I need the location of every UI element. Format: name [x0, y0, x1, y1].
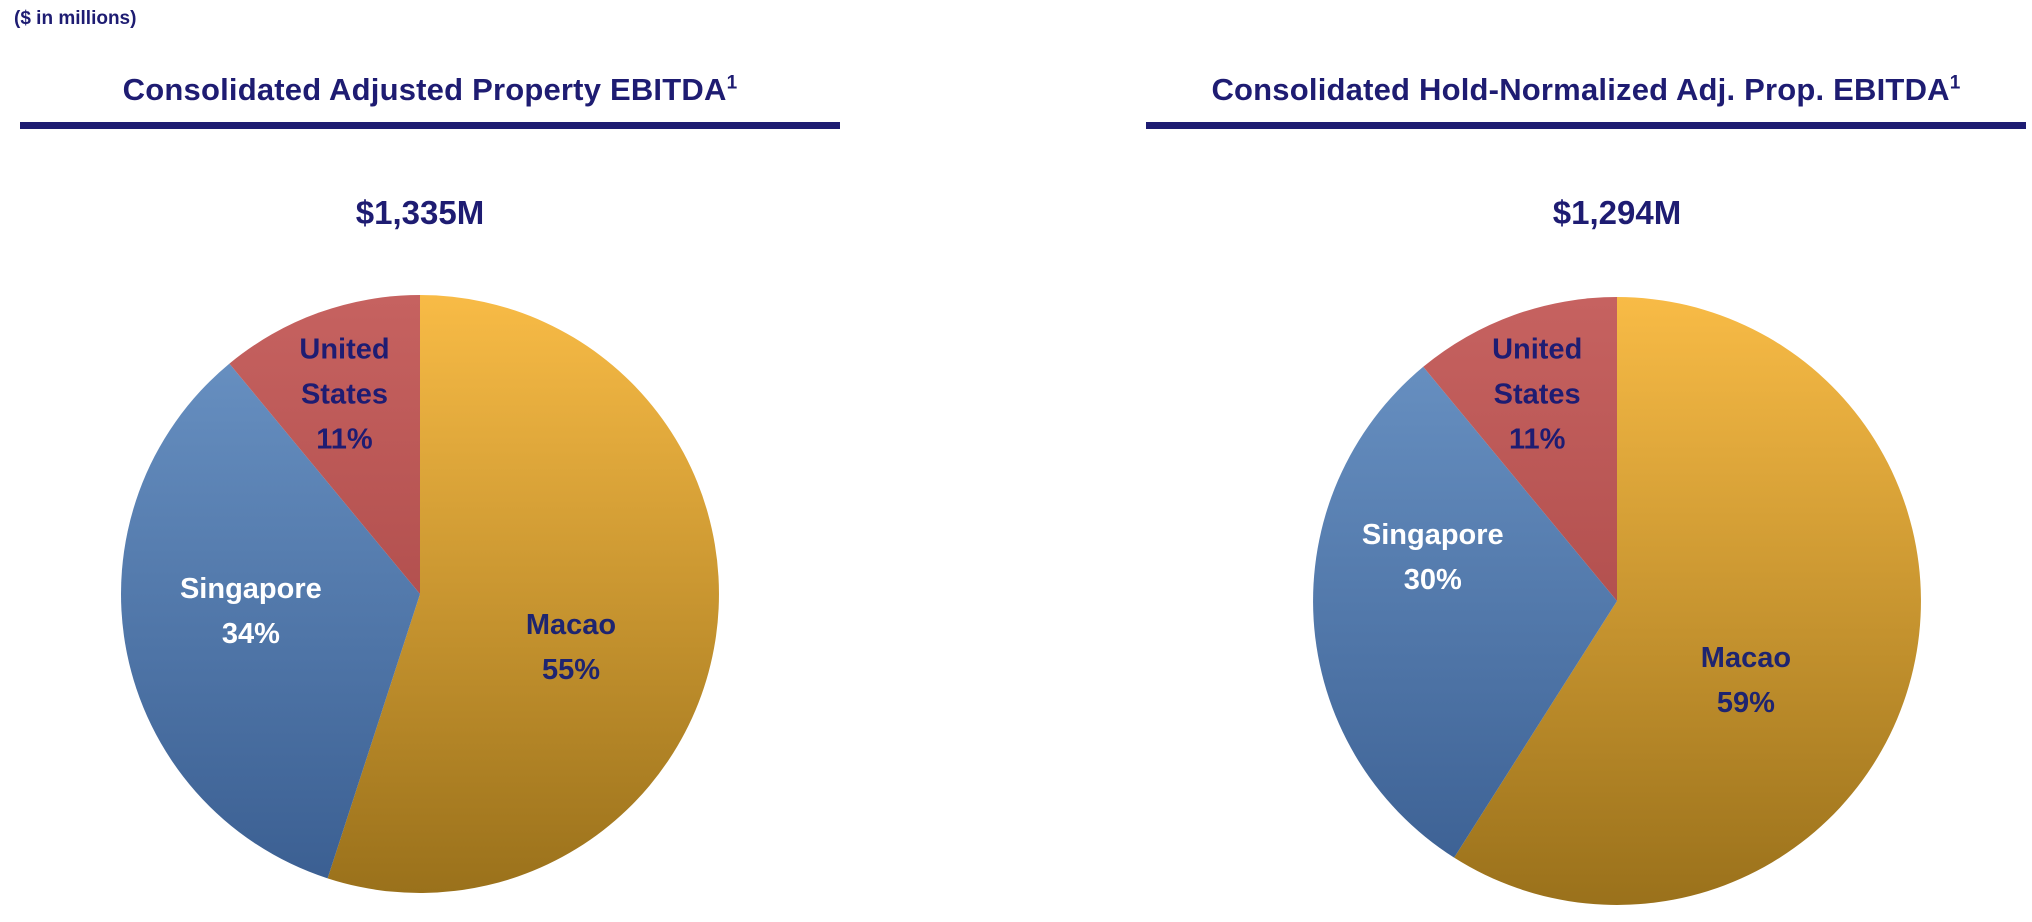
pie-svg-left [120, 295, 719, 893]
pie-slice-macao [327, 295, 719, 893]
left-chart-title: Consolidated Adjusted Property EBITDA1 [20, 72, 840, 108]
pie-slice-united-states [229, 295, 420, 594]
units-note: ($ in millions) [14, 8, 137, 29]
right-chart-title-text: Consolidated Hold-Normalized Adj. Prop. … [1211, 72, 1950, 107]
slice-label-singapore: Singapore 30% [1361, 519, 1504, 597]
pie-chart-right: Macao 59% Singapore 30% United States 11% [1310, 294, 1924, 908]
pie-slice-singapore [1313, 366, 1617, 858]
left-chart-panel: Consolidated Adjusted Property EBITDA1 [20, 72, 840, 129]
slice-label-singapore: Singapore 34% [179, 573, 322, 651]
slice-label-united-states: United States 11% [1492, 333, 1583, 456]
slice-label-macao: Macao 59% [1700, 641, 1792, 719]
slice-label-united-states: United States 11% [299, 333, 390, 456]
pie-slice-singapore [120, 363, 420, 879]
right-chart-title: Consolidated Hold-Normalized Adj. Prop. … [1146, 72, 2026, 108]
pie-slice-united-states [1423, 297, 1617, 601]
pie-chart-left: Macao 55% Singapore 34% United States 11% [118, 292, 722, 896]
slice-label-macao: Macao 55% [525, 609, 617, 687]
left-title-underline [20, 122, 840, 129]
right-chart-title-footnote-marker: 1 [1949, 72, 1961, 94]
left-chart-title-footnote-marker: 1 [726, 72, 738, 94]
left-chart-title-text: Consolidated Adjusted Property EBITDA [122, 72, 727, 107]
left-total-label: $1,335M [355, 194, 485, 231]
right-total-label: $1,294M [1552, 194, 1682, 231]
pie-slice-macao [1454, 297, 1921, 905]
pie-svg-right [1313, 297, 1921, 905]
right-chart-panel: Consolidated Hold-Normalized Adj. Prop. … [1146, 72, 2026, 129]
right-title-underline [1146, 122, 2026, 129]
